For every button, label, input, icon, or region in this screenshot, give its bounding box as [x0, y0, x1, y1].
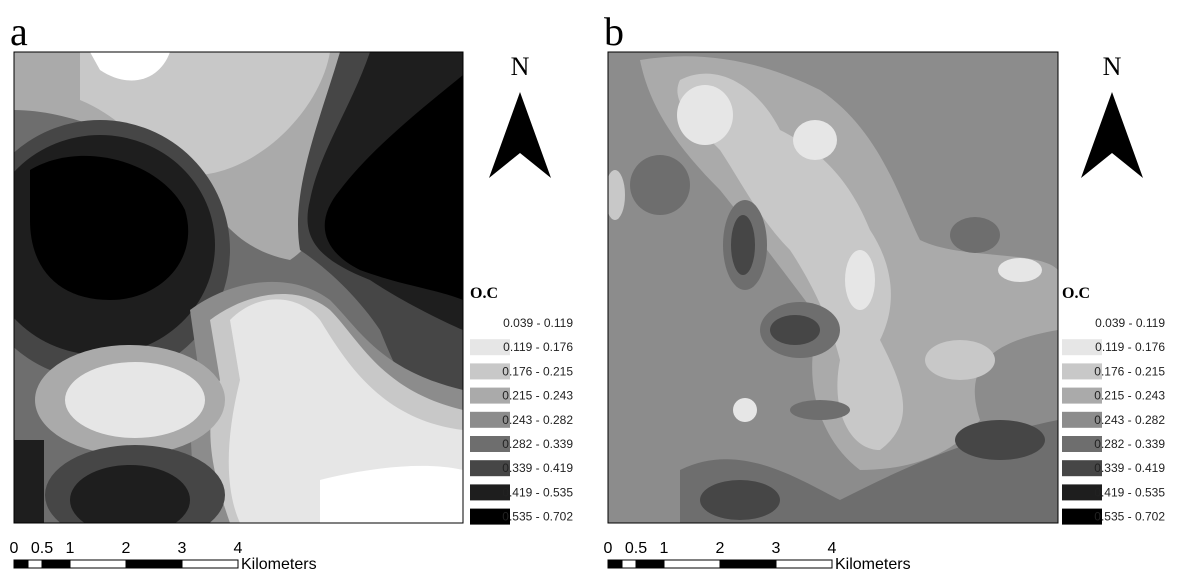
- legend-label: 0.282 - 0.339: [502, 437, 573, 451]
- scale-label: 4: [828, 540, 837, 557]
- legend-swatch: [1062, 315, 1102, 331]
- legend-swatch: [470, 436, 510, 452]
- legend-swatch: [1062, 484, 1102, 501]
- north-label: N: [511, 52, 530, 81]
- scale-label: 3: [772, 540, 781, 557]
- north-arrow: [1081, 92, 1143, 178]
- scale-segment: [69, 559, 127, 569]
- scale-segment: [775, 559, 833, 569]
- legend-swatch: [1062, 363, 1102, 380]
- scale-segment: [13, 559, 29, 569]
- legend-swatch: [470, 484, 510, 501]
- scale-segment: [621, 559, 637, 569]
- scale-segment: [27, 559, 43, 569]
- scale-label: 0: [604, 540, 613, 557]
- legend-label: 0.535 - 0.702: [502, 510, 573, 524]
- legend-swatch: [470, 315, 510, 331]
- legend-label: 0.282 - 0.339: [1094, 437, 1165, 451]
- legend-label: 0.339 - 0.419: [502, 461, 573, 475]
- legend-swatch: [470, 460, 510, 477]
- scale-label: 0.5: [31, 540, 53, 557]
- scale-segment: [125, 559, 183, 569]
- north-label: N: [1103, 52, 1122, 81]
- legend-label: 0.119 - 0.176: [503, 340, 573, 354]
- panel-label: a: [10, 9, 28, 54]
- legend-label: 0.176 - 0.215: [502, 364, 573, 378]
- scale-segment: [41, 559, 71, 569]
- scale-label: 1: [66, 540, 75, 557]
- legend-swatch: [1062, 339, 1102, 356]
- scale-segment: [719, 559, 777, 569]
- legend-label: 0.419 - 0.535: [502, 485, 573, 499]
- scale-label: 1: [660, 540, 669, 557]
- map-b: [608, 52, 1058, 523]
- legend-swatch: [470, 363, 510, 380]
- map-frame: [607, 51, 1059, 524]
- legend-label: 0.535 - 0.702: [1094, 510, 1165, 524]
- legend-swatch: [1062, 411, 1102, 428]
- scale-label: 3: [178, 540, 187, 557]
- scale-unit: Kilometers: [241, 556, 317, 570]
- legend-swatch: [1062, 508, 1102, 525]
- scale-segment: [635, 559, 665, 569]
- legend-swatch: [1062, 436, 1102, 452]
- legend-swatch: [470, 508, 510, 525]
- legend-swatch: [470, 411, 510, 428]
- legend-label: 0.243 - 0.282: [1094, 413, 1165, 427]
- map-frame: [13, 51, 464, 524]
- legend-label: 0.419 - 0.535: [1094, 485, 1165, 499]
- legend-title: O.C: [470, 285, 498, 302]
- map-a: [14, 52, 463, 523]
- scale-segment: [181, 559, 239, 569]
- scale-label: 4: [234, 540, 243, 557]
- scale-label: 0.5: [625, 540, 647, 557]
- legend-title: O.C: [1062, 285, 1090, 302]
- legend-label: 0.039 - 0.119: [1095, 316, 1165, 330]
- scale-segment: [663, 559, 721, 569]
- legend-swatch: [470, 339, 510, 356]
- legend-label: 0.176 - 0.215: [1094, 364, 1165, 378]
- scale-segment: [607, 559, 623, 569]
- legend-label: 0.215 - 0.243: [1094, 389, 1165, 403]
- legend-swatch: [1062, 460, 1102, 477]
- north-arrow: [489, 92, 551, 178]
- legend-label: 0.215 - 0.243: [502, 389, 573, 403]
- panel-label: b: [604, 9, 624, 54]
- legend-swatch: [470, 387, 510, 404]
- scale-label: 0: [10, 540, 19, 557]
- legend-label: 0.039 - 0.119: [503, 316, 573, 330]
- scale-unit: Kilometers: [835, 556, 911, 570]
- legend-label: 0.339 - 0.419: [1094, 461, 1165, 475]
- scale-label: 2: [716, 540, 725, 557]
- legend-label: 0.119 - 0.176: [1095, 340, 1165, 354]
- legend-swatch: [1062, 387, 1102, 404]
- legend-label: 0.243 - 0.282: [502, 413, 573, 427]
- scale-label: 2: [122, 540, 131, 557]
